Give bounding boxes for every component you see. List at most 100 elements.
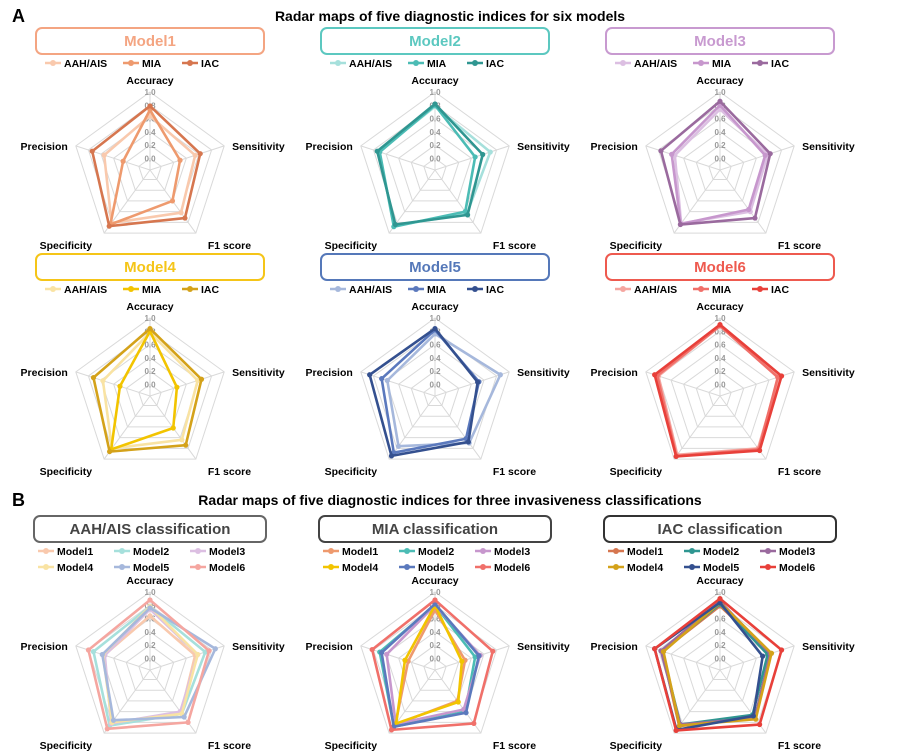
tick-label: 1.0 <box>714 588 726 597</box>
legend-label: IAC <box>486 284 505 296</box>
series-line <box>370 598 495 732</box>
legend-marker <box>757 286 763 292</box>
tick-label: 0.2 <box>714 141 726 150</box>
section-b-letter: B <box>12 490 25 510</box>
tick-label: 0.6 <box>429 115 441 124</box>
data-point <box>384 377 390 384</box>
data-point <box>107 448 113 455</box>
data-point <box>746 206 752 213</box>
data-point <box>750 713 756 719</box>
grid-ring <box>695 144 745 191</box>
data-point <box>178 210 184 216</box>
data-point <box>85 647 92 653</box>
axis-label: Precision <box>306 367 353 379</box>
data-point <box>206 648 212 654</box>
tick-label: 0.0 <box>429 654 441 663</box>
legend-marker <box>195 564 201 570</box>
panel-title-frame <box>33 515 267 543</box>
grid-ring <box>138 657 162 680</box>
data-point <box>179 437 185 443</box>
legend-marker <box>698 286 704 292</box>
grid-ring <box>372 104 498 223</box>
legend-marker <box>187 286 193 292</box>
tick-label: 0.4 <box>144 628 156 637</box>
axis-label: Precision <box>591 641 638 653</box>
axis-label: Accuracy <box>411 575 458 587</box>
grid-spoke <box>434 371 510 397</box>
legend-marker <box>413 286 419 292</box>
series-line <box>653 323 783 458</box>
tick-label: 0.6 <box>144 615 156 624</box>
grid-ring <box>683 131 757 202</box>
panel-title: Model6 <box>694 259 746 276</box>
grid-ring <box>708 157 732 180</box>
data-point <box>475 379 481 385</box>
data-point <box>195 651 201 658</box>
legend-label: Model6 <box>209 562 245 574</box>
legend-marker <box>480 548 486 554</box>
grid-ring <box>423 157 447 180</box>
legend-label: AAH/AIS <box>349 284 392 296</box>
grid-ring <box>360 317 510 460</box>
axis-label: Precision <box>21 141 68 153</box>
grid-ring <box>410 644 460 691</box>
panel-title-frame <box>320 27 550 55</box>
legend-label: Model2 <box>418 546 454 558</box>
grid-spoke <box>149 645 225 671</box>
legend-label: AAH/AIS <box>634 284 677 296</box>
axis-label: Sensitivity <box>802 367 855 379</box>
radar-panel: Model6 AAH/AIS MIA IAC 0.0 0.2 0.4 0.6 0.8 1.0Acc… <box>591 253 855 478</box>
series-line <box>394 603 464 725</box>
axis-label: Specificity <box>325 240 378 252</box>
data-point <box>480 151 486 158</box>
tick-label: 0.2 <box>714 367 726 376</box>
data-point <box>177 157 183 163</box>
data-point <box>181 714 187 720</box>
axis-label: F1 score <box>208 740 251 752</box>
radar-panel: MIA classification Model1 Model2 Model3 Mode… <box>306 515 570 752</box>
legend-label: Model2 <box>703 546 739 558</box>
tick-label: 0.2 <box>429 641 441 650</box>
axis-label: Specificity <box>40 240 93 252</box>
legend-label: Model3 <box>779 546 815 558</box>
tick-label: 1.0 <box>429 314 441 323</box>
panel-title-frame <box>35 27 265 55</box>
data-point <box>464 212 471 218</box>
tick-label: 0.4 <box>429 128 441 137</box>
series-line <box>109 329 179 451</box>
tick-label: 0.6 <box>714 615 726 624</box>
axis-label: Accuracy <box>696 575 743 587</box>
legend-label: IAC <box>201 58 220 70</box>
legend-marker <box>328 548 334 554</box>
tick-label: 0.0 <box>144 380 156 389</box>
grid-ring <box>125 370 175 417</box>
legend-marker <box>472 286 478 292</box>
data-point <box>147 103 153 109</box>
legend-label: Model5 <box>703 562 739 574</box>
panel-title-frame <box>320 253 550 281</box>
grid-ring <box>138 157 162 180</box>
axis-label: Specificity <box>325 740 378 752</box>
axis-label: F1 score <box>208 240 251 252</box>
data-point <box>367 372 373 378</box>
tick-label: 1.0 <box>429 588 441 597</box>
tick-label: 0.2 <box>429 141 441 150</box>
grid-ring <box>645 317 795 460</box>
tick-label: 0.2 <box>144 641 156 650</box>
axis-label: F1 score <box>778 466 821 478</box>
legend-marker <box>613 548 619 554</box>
tick-label: 1.0 <box>144 588 156 597</box>
grid-spoke <box>719 169 767 234</box>
data-point <box>757 447 763 454</box>
grid-spoke <box>75 371 151 397</box>
panel-title: Model5 <box>409 259 461 276</box>
grid-spoke <box>149 145 225 171</box>
tick-label: 0.0 <box>144 654 156 663</box>
tick-label: 1.0 <box>429 88 441 97</box>
data-point <box>388 727 395 733</box>
axis-label: Sensitivity <box>517 367 570 379</box>
tick-label: 0.4 <box>714 128 726 137</box>
axis-label: Precision <box>591 141 638 153</box>
legend-label: MIA <box>142 58 162 70</box>
axis-label: Specificity <box>610 466 663 478</box>
